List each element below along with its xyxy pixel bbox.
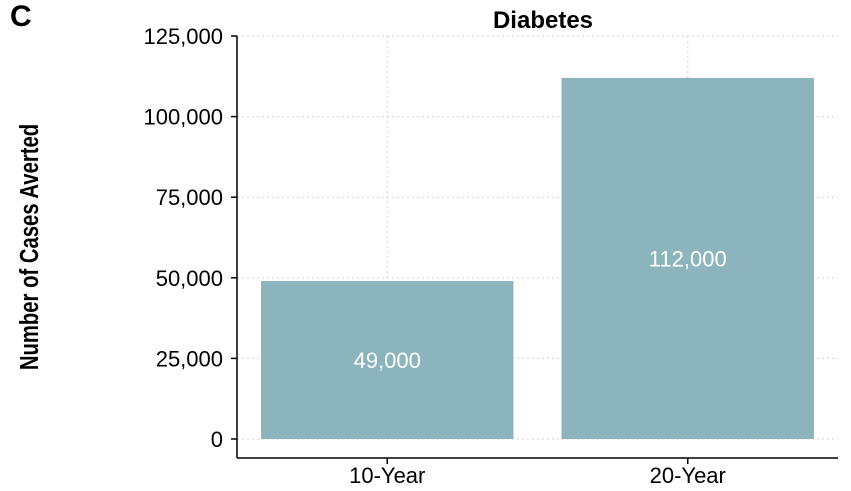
- y-tick-label-2: 50,000: [156, 266, 223, 291]
- bar-value-label-0: 49,000: [354, 348, 421, 373]
- axis-layer: 0 25,000 50,000 75,000 100,000 125,000 10-Year…: [143, 24, 838, 488]
- x-tick-label-1: 20-Year: [650, 463, 726, 486]
- bar-1: [561, 77, 814, 440]
- y-tick-label-5: 125,000: [143, 24, 223, 49]
- y-tick-label-3: 75,000: [156, 185, 223, 210]
- y-tick-label-1: 25,000: [156, 346, 223, 371]
- chart-title: Diabetes: [493, 7, 593, 34]
- x-tick-label-0: 10-Year: [349, 463, 425, 486]
- y-tick-label-4: 100,000: [143, 105, 223, 130]
- y-axis-label: Number of Cases Averted: [15, 124, 44, 370]
- bar-layer: 49,000 112,000: [261, 77, 814, 440]
- y-tick-label-0: 0: [211, 427, 223, 452]
- panel-label: C: [10, 0, 32, 33]
- bar-0: [261, 281, 514, 439]
- bar-value-label-1: 112,000: [649, 246, 727, 271]
